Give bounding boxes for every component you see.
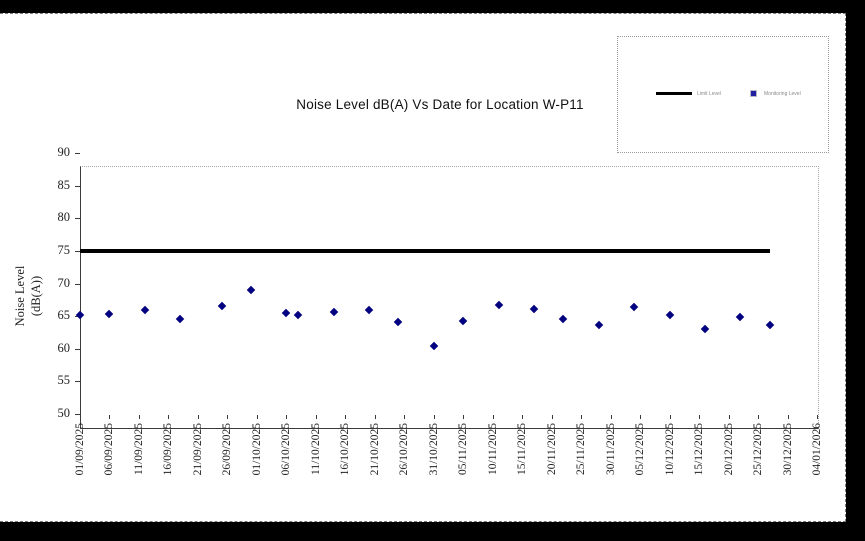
x-axis-tick [197, 415, 199, 419]
legend: Limit Level Monitoring Level [617, 36, 829, 153]
x-axis-tick [492, 415, 494, 419]
legend-diamond-marker-sample [750, 90, 757, 97]
y-axis-tick-label: 85 [57, 177, 71, 192]
y-axis-tick [75, 348, 80, 350]
x-axis-tick-label: 25/12/2025 [752, 423, 765, 476]
x-axis-tick-label: 26/10/2025 [398, 423, 411, 476]
x-axis-tick [522, 415, 524, 419]
x-axis-tick-label: 05/11/2025 [457, 423, 470, 475]
x-axis-tick-label: 06/10/2025 [280, 423, 293, 476]
y-axis-tick-label: 70 [57, 275, 71, 290]
x-axis-tick-label: 20/11/2025 [545, 423, 558, 475]
y-axis-title-line1: Noise Level [13, 265, 27, 327]
legend-label-limit: Limit Level [697, 90, 721, 97]
x-axis-tick-label: 10/11/2025 [486, 423, 499, 475]
x-axis-tick-label: 26/09/2025 [221, 423, 234, 476]
x-axis-tick-label: 30/12/2025 [781, 423, 794, 476]
x-axis-tick-label: 15/11/2025 [516, 423, 529, 475]
x-axis-tick [227, 415, 229, 419]
x-axis-tick [669, 415, 671, 419]
x-axis-tick [433, 415, 435, 419]
legend-label-monitoring: Monitoring Level [764, 90, 801, 97]
x-axis-tick [138, 415, 140, 419]
x-axis-tick-label: 04/01/2026 [811, 423, 823, 476]
x-axis-tick-label: 16/09/2025 [162, 423, 175, 476]
x-axis-tick [315, 415, 317, 419]
x-axis-tick [610, 415, 612, 419]
x-axis-tick-label: 21/09/2025 [191, 423, 204, 476]
x-axis-tick [80, 415, 81, 419]
limit-level-line [80, 248, 770, 253]
x-axis-tick-label: 15/12/2025 [693, 423, 706, 476]
x-axis-tick-label: 01/10/2025 [250, 423, 263, 476]
x-axis-tick-label: 11/10/2025 [309, 423, 322, 475]
y-axis-tick-label: 65 [57, 308, 71, 323]
x-axis-tick [787, 415, 789, 419]
y-axis-tick [75, 153, 80, 154]
x-axis-tick [109, 415, 111, 419]
y-axis-tick-label: 60 [57, 340, 71, 355]
x-axis-tick-label: 05/12/2025 [634, 423, 647, 476]
x-axis-tick [640, 415, 642, 419]
x-axis-tick-label: 30/11/2025 [604, 423, 617, 475]
x-axis-tick [581, 415, 583, 419]
y-axis-tick-label: 75 [57, 242, 71, 257]
chart-title: Noise Level dB(A) Vs Date for Location W… [296, 97, 584, 112]
x-axis-tick-label: 31/10/2025 [427, 423, 440, 476]
x-axis-tick-label: 16/10/2025 [339, 423, 352, 476]
y-axis-tick [75, 185, 80, 187]
x-axis-tick [728, 415, 730, 419]
y-axis-tick [75, 414, 80, 415]
x-axis-tick [168, 415, 170, 419]
y-axis-tick [75, 250, 80, 252]
y-axis-tick-label: 55 [57, 373, 71, 388]
x-axis-tick-label: 06/09/2025 [103, 423, 116, 476]
plot-area [80, 166, 819, 429]
legend-limit-line-sample [656, 92, 692, 95]
y-axis-tick-label: 90 [57, 145, 71, 159]
chart-panel: Noise Level dB(A) Vs Date for Location W… [0, 13, 846, 522]
x-axis-tick [404, 415, 406, 419]
x-axis-tick [463, 415, 465, 419]
x-axis-tick [256, 415, 258, 419]
x-axis-tick-label: 25/11/2025 [575, 423, 588, 475]
x-axis-tick-label: 11/09/2025 [132, 423, 145, 475]
y-axis-tick [75, 381, 80, 383]
x-axis-tick [374, 415, 376, 419]
x-axis-tick [758, 415, 760, 419]
x-axis-tick-label: 20/12/2025 [722, 423, 735, 476]
x-axis-tick-label: 01/09/2025 [74, 423, 86, 476]
x-axis-tick [699, 415, 701, 419]
x-axis-tick-label: 21/10/2025 [368, 423, 381, 476]
y-axis-tick-label: 50 [57, 406, 71, 420]
x-axis-tick [286, 415, 288, 419]
y-axis-tick [75, 218, 80, 220]
y-axis-tick [75, 283, 80, 285]
x-axis-tick [817, 415, 818, 419]
x-axis-tick [551, 415, 553, 419]
y-axis-tick-label: 80 [57, 210, 71, 225]
x-axis-tick-label: 10/12/2025 [663, 423, 676, 476]
x-axis-tick [345, 415, 347, 419]
